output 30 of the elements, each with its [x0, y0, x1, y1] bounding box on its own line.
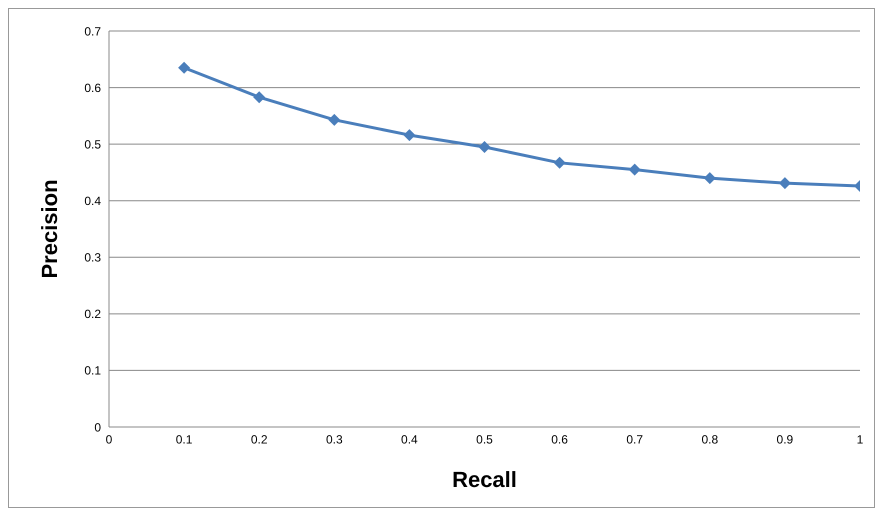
- x-tick-label: 0.8: [701, 432, 718, 447]
- x-tick-label: 1: [856, 432, 864, 447]
- x-tick-label: 0.2: [250, 432, 268, 447]
- point: [478, 140, 490, 153]
- point: [704, 172, 716, 184]
- point: [628, 164, 641, 176]
- x-tick-label: 0.7: [626, 432, 644, 447]
- point: [403, 129, 416, 142]
- y-tick-label: 0.7: [84, 24, 102, 38]
- x-tick-label: 0.5: [476, 432, 494, 447]
- x-tick-label: 0.3: [326, 432, 343, 447]
- x-axis-title: Recall: [452, 467, 517, 492]
- y-tick-label: 0.3: [84, 250, 102, 265]
- x-tick-label: 0.9: [776, 432, 794, 447]
- y-tick-label: 0.5: [84, 137, 102, 152]
- y-tick-label: 0.2: [84, 307, 102, 322]
- x-tick-label: 0.6: [551, 432, 568, 447]
- y-tick-label: 0: [94, 420, 102, 434]
- y-tick-label: 0.4: [84, 194, 102, 208]
- point: [253, 91, 266, 104]
- point: [178, 62, 190, 74]
- x-tick-label: 0.4: [401, 432, 418, 447]
- x-tick-label: 0: [106, 432, 113, 447]
- point: [554, 156, 566, 169]
- y-axis-title: Precision: [36, 179, 62, 279]
- point: [778, 177, 791, 190]
- y-tick-label: 0.1: [84, 364, 102, 378]
- x-tick-label: 0.1: [176, 432, 193, 447]
- y-tick-label: 0.6: [84, 80, 102, 95]
- point: [328, 114, 340, 126]
